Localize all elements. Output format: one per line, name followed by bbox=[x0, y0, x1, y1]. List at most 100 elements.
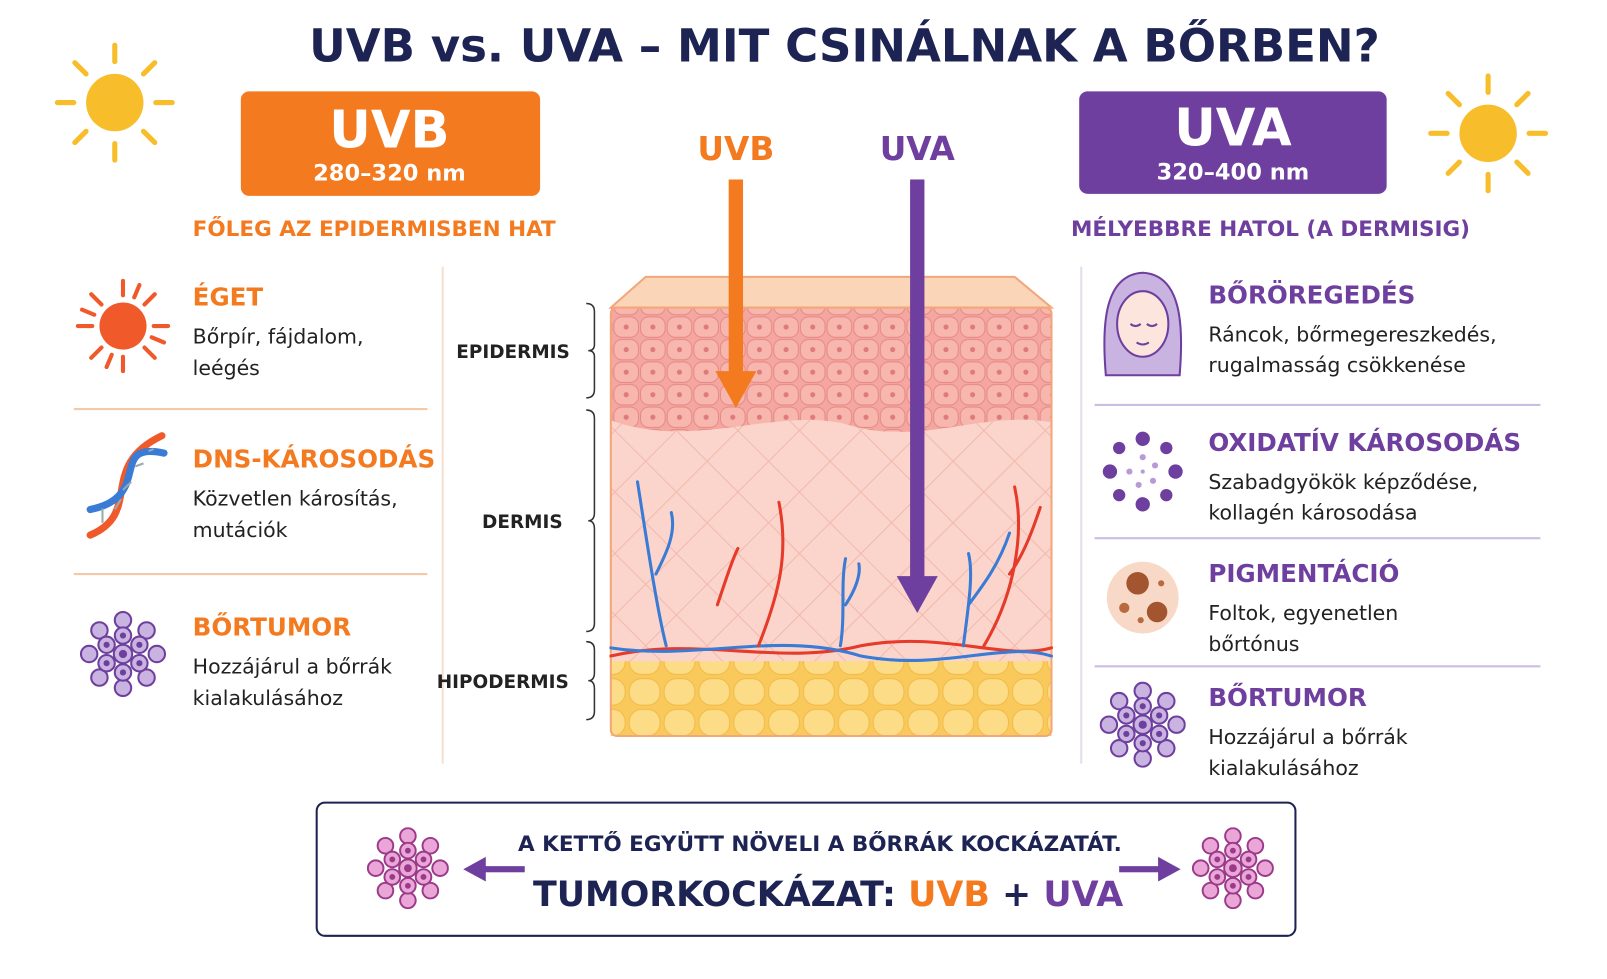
skin-diagram-part bbox=[609, 306, 1053, 738]
effect-text: Bőrpír, fájdalom, bbox=[193, 324, 364, 348]
oxidative-icon-part-part bbox=[1151, 462, 1159, 469]
effect-title: BŐRÖREGEDÉS bbox=[1208, 279, 1415, 309]
uva-header-part bbox=[1079, 91, 1387, 194]
risk-line: TUMORKOCKÁZAT: UVB + UVA bbox=[533, 873, 1123, 915]
dna-icon-part-part bbox=[134, 462, 144, 468]
effect-text: rugalmasság csökkenése bbox=[1208, 353, 1466, 377]
tumor-icon bbox=[80, 611, 166, 697]
burn-icon-part bbox=[75, 278, 171, 374]
pigment-icon bbox=[1106, 561, 1179, 634]
effect-text: leégés bbox=[193, 356, 260, 380]
dna-icon-part-part bbox=[148, 448, 155, 453]
skin-diagram: EPIDERMIS DERMIS HIPODERMIS bbox=[437, 275, 1055, 738]
burn-icon-part-part bbox=[149, 335, 167, 345]
skin-diagram-part bbox=[610, 661, 1052, 736]
effect-text: Hozzájárul a bőrrák bbox=[1208, 725, 1407, 749]
layer-label: DERMIS bbox=[482, 512, 563, 533]
skin-diagram-part-part bbox=[961, 531, 1012, 648]
oxidative-icon-part-part bbox=[1149, 477, 1157, 484]
aging-icon-part bbox=[1116, 290, 1170, 358]
footer-arrow-part bbox=[481, 866, 525, 873]
effect-text: kollagén károsodása bbox=[1208, 501, 1417, 525]
footer-arrow-part bbox=[463, 856, 486, 882]
risk-uvb: UVB bbox=[908, 875, 990, 915]
pigment-icon-part bbox=[1137, 617, 1144, 624]
ray-label: UVB bbox=[697, 130, 774, 168]
oxidative-icon-part-part bbox=[1139, 454, 1146, 461]
skin-diagram-part bbox=[609, 480, 1054, 663]
effect-text: kialakulásához bbox=[1208, 756, 1358, 780]
uva-header: UVA 320–400 nm MÉLYEBBRE HATOL (A DERMIS… bbox=[1071, 91, 1470, 242]
skin-diagram-part bbox=[586, 302, 596, 721]
pigment-icon-part bbox=[1106, 561, 1179, 634]
skin-diagram-part bbox=[610, 419, 1052, 667]
dna-icon-part bbox=[86, 447, 168, 514]
skin-diagram-part-part bbox=[715, 500, 785, 648]
uvb-ray-part bbox=[715, 371, 757, 409]
footer-part bbox=[315, 801, 1297, 937]
effect-title: BŐRTUMOR bbox=[193, 612, 352, 642]
oxidative-icon-part bbox=[1126, 454, 1159, 488]
uvb-name: UVB bbox=[329, 101, 449, 161]
pigment-icon-part bbox=[1158, 580, 1165, 587]
effect-text: bőrtónus bbox=[1208, 632, 1299, 656]
pigment-icon-part bbox=[1126, 572, 1149, 595]
aging-icon-part bbox=[1129, 323, 1158, 346]
oxidative-icon-part-part bbox=[1126, 468, 1133, 475]
uvb-subtitle: FŐLEG AZ EPIDERMISBEN HAT bbox=[193, 216, 556, 242]
dna-icon-part-part bbox=[122, 481, 132, 491]
sun-icon bbox=[1431, 76, 1546, 191]
effect-title: DNS-KÁROSODÁS bbox=[193, 444, 435, 473]
oxidative-icon-part-part bbox=[1140, 469, 1145, 474]
dna-icon-part-part bbox=[113, 498, 122, 511]
skin-diagram-part bbox=[608, 275, 1055, 309]
pigment-icon-part bbox=[1146, 601, 1168, 623]
skin-diagram-part-part bbox=[838, 557, 861, 648]
uva-name: UVA bbox=[1174, 99, 1292, 159]
skin-diagram-part-part bbox=[586, 302, 596, 399]
uvb-header-part bbox=[240, 91, 541, 196]
skin-diagram-part-part bbox=[635, 480, 675, 648]
pigment-icon-part bbox=[1119, 602, 1130, 613]
burn-icon-part-part bbox=[79, 307, 97, 317]
uva-ray-part bbox=[910, 179, 925, 580]
risk-plus: + bbox=[1002, 875, 1031, 915]
burn-icon-part-part bbox=[142, 292, 157, 307]
uva-ray: UVA bbox=[880, 130, 955, 613]
burn-icon-part-part bbox=[132, 282, 142, 300]
effect-title: BŐRTUMOR bbox=[1208, 682, 1367, 712]
footer-arrow bbox=[463, 856, 1181, 882]
footer-note: A KETTŐ EGYÜTT NÖVELI A BŐRRÁK KOCKÁZATÁ… bbox=[518, 831, 1122, 857]
skin-diagram-part-part bbox=[586, 409, 596, 633]
burn-icon-part bbox=[99, 302, 147, 350]
effect-text: mutációk bbox=[193, 518, 288, 542]
oxidative-icon-part bbox=[1113, 488, 1126, 502]
burn-icon-part-part bbox=[89, 345, 104, 360]
tumor-icon bbox=[1100, 682, 1185, 767]
oxidative-icon-part-part bbox=[1135, 481, 1142, 488]
oxidative-icon bbox=[1102, 431, 1183, 512]
dna-icon-part bbox=[101, 448, 155, 523]
uvb-ray-part bbox=[728, 179, 744, 375]
sun-icon bbox=[57, 45, 172, 160]
oxidative-icon-part bbox=[1135, 497, 1150, 512]
burn-icon-part-part bbox=[104, 352, 114, 370]
skin-diagram-part-part bbox=[609, 643, 1054, 663]
divider bbox=[73, 266, 1541, 764]
effect-text: Hozzájárul a bőrrák bbox=[193, 654, 392, 678]
effect-text: Ráncok, bőrmegereszkedés, bbox=[1208, 322, 1496, 346]
effect-title: PIGMENTÁCIÓ bbox=[1208, 558, 1399, 588]
uva-range: 320–400 nm bbox=[1157, 159, 1310, 185]
burn-icon-part-part bbox=[89, 292, 104, 307]
skin-diagram-part bbox=[610, 307, 1052, 439]
aging-icon bbox=[1103, 271, 1183, 377]
oxidative-icon-part bbox=[1168, 464, 1183, 479]
effects: ÉGET Bőrpír, fájdalom, leégés DNS-KÁROSODÁS… bbox=[193, 279, 1521, 779]
footer-arrow-part bbox=[1158, 856, 1181, 882]
oxidative-icon-part bbox=[1135, 431, 1150, 446]
risk-label: TUMORKOCKÁZAT: bbox=[533, 873, 896, 915]
burn-icon bbox=[75, 278, 171, 374]
effect-text: Szabadgyökök képződése, bbox=[1208, 470, 1478, 494]
dna-icon bbox=[86, 432, 168, 539]
